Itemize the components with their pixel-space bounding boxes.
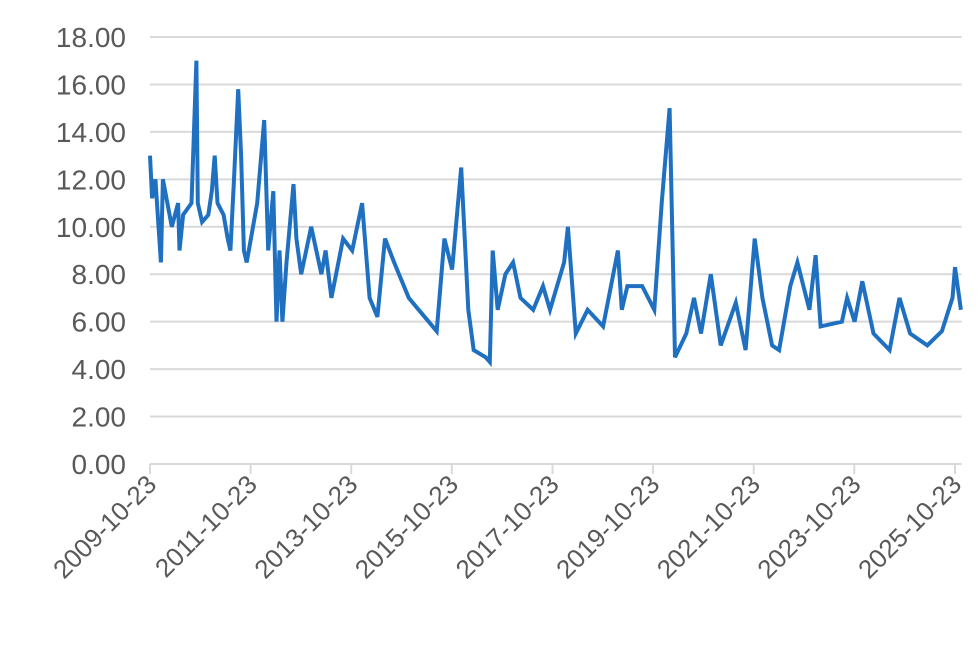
x-tick-label: 2009-10-23 [47,469,162,584]
x-tick-label: 2023-10-23 [751,469,866,584]
y-tick-label: 0.00 [72,449,127,480]
x-tick-label: 2025-10-23 [852,469,967,584]
data-line [148,60,963,368]
x-tick-label: 2015-10-23 [349,469,464,584]
x-tick-label: 2019-10-23 [550,469,665,584]
y-tick-label: 8.00 [72,259,127,290]
x-tick-label: 2013-10-23 [248,469,363,584]
y-tick-label: 6.00 [72,307,127,338]
x-tick-label: 2011-10-23 [149,469,263,583]
y-tick-label: 16.00 [56,69,126,100]
x-tick-label: 2017-10-23 [449,469,564,584]
y-tick-label: 12.00 [56,164,126,195]
y-tick-label: 2.00 [72,402,127,433]
y-tick-label: 14.00 [56,117,126,148]
x-tick-label: 2021-10-23 [651,469,766,584]
y-tick-label: 18.00 [56,22,126,53]
y-tick-label: 4.00 [72,354,127,385]
y-tick-label: 10.00 [56,212,126,243]
